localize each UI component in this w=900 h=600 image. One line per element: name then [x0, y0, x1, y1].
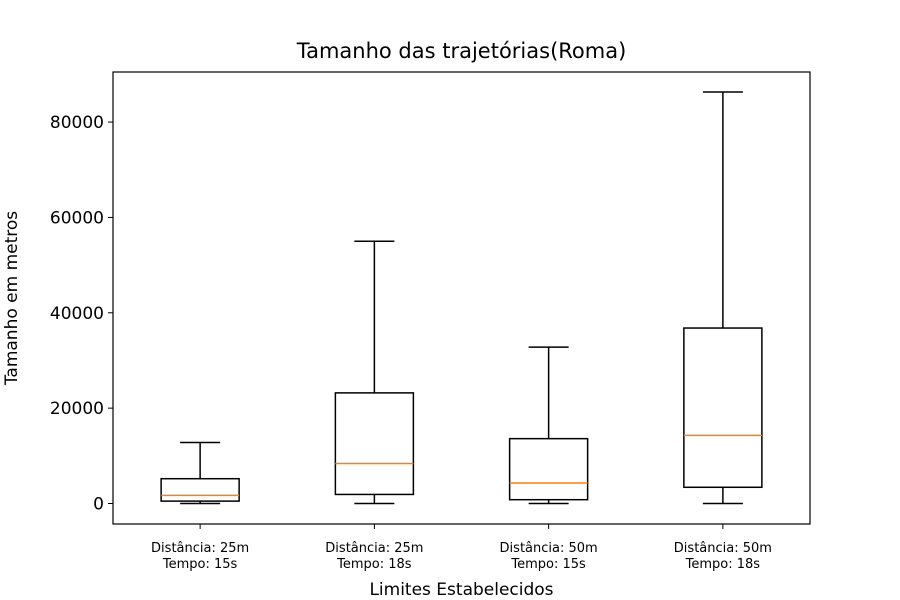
y-axis-label: Tamanho em metros — [2, 211, 22, 386]
y-tick-label: 20000 — [50, 399, 104, 419]
box-group — [334, 240, 415, 505]
y-tick-label: 60000 — [50, 208, 104, 228]
y-tick-label: 80000 — [50, 113, 104, 133]
x-axis: Distância: 25m Tempo: 15s Distância: 25m Te… — [151, 524, 772, 572]
iqr-box — [160, 477, 240, 502]
chart-title: Tamanho das trajetórias(Roma) — [296, 39, 627, 63]
y-axis: 0 20000 40000 60000 80000 — [50, 113, 113, 514]
iqr-box — [683, 327, 763, 489]
x-tick-label: Distância: 25m Tempo: 18s — [325, 541, 423, 572]
x-tick-label: Distância: 50m Tempo: 18s — [674, 541, 772, 572]
y-tick-label: 40000 — [50, 304, 104, 324]
plot-area-frame — [112, 71, 811, 525]
boxes-layer — [160, 91, 763, 505]
x-tick-label: Distância: 50m Tempo: 15s — [500, 541, 598, 572]
x-tick-label: Distância: 25m Tempo: 15s — [151, 541, 249, 572]
box-group — [683, 91, 763, 505]
x-axis-label: Limites Estabelecidos — [369, 580, 553, 600]
box-group — [508, 346, 589, 505]
y-tick-label: 0 — [93, 494, 104, 514]
iqr-box — [508, 437, 589, 501]
iqr-box — [334, 392, 415, 496]
box-group — [160, 441, 240, 505]
